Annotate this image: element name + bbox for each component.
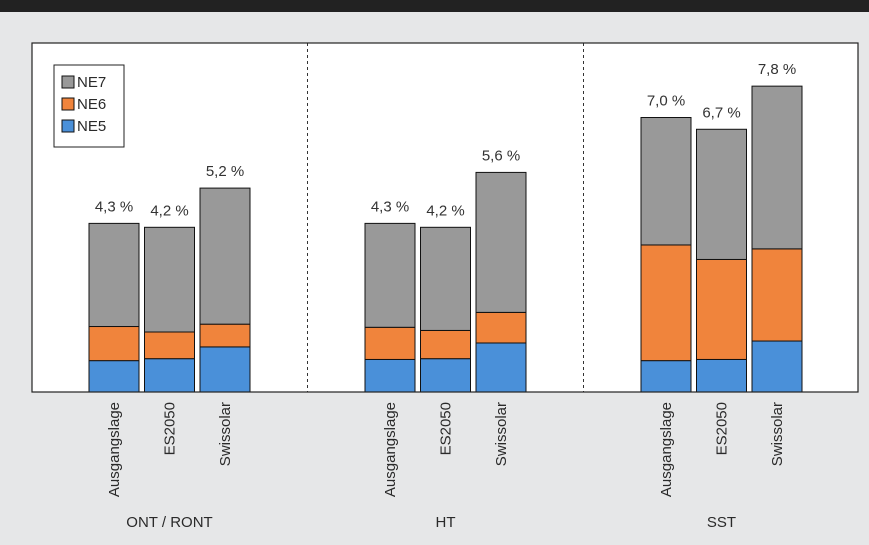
bar-ne5-0-0 [88,360,140,393]
group-label-1: HT [436,514,456,531]
category-label-2-1: ES2050 [714,402,731,455]
bar-ne7-0-0 [88,222,140,328]
legend-label-ne5: NE5 [77,118,106,135]
bar-ne7-2-0 [640,117,692,246]
category-label-0-0: Ausgangslage [106,402,123,497]
bar-ne7-0-2 [199,187,251,325]
bar-ne6-1-1 [420,329,471,360]
bar-ne7-1-1 [420,226,471,331]
total-label-0-2: 5,2 % [206,163,244,180]
total-label-2-2: 7,8 % [758,61,796,78]
bar-ne5-2-0 [640,360,692,393]
bar-ne6-2-0 [640,244,692,362]
top-bar [0,0,869,12]
bar-ne7-2-2 [751,85,803,250]
legend-label-ne7: NE7 [77,74,106,91]
legend-swatch-ne5 [61,119,75,133]
bar-ne5-0-1 [144,358,195,393]
bar-ne6-0-1 [144,331,195,360]
legend-swatch-ne7 [61,75,75,89]
total-label-0-1: 4,2 % [150,202,188,219]
bar-ne6-1-2 [475,311,527,344]
plot-border [31,42,859,393]
category-label-2-2: Swissolar [769,402,786,466]
bar-ne7-1-0 [364,222,416,328]
bar-ne6-2-2 [751,248,803,342]
bar-ne5-1-2 [475,342,527,393]
total-label-0-0: 4,3 % [95,198,133,215]
legend-label-ne6: NE6 [77,96,106,113]
bar-ne5-1-0 [364,358,416,393]
bar-ne5-2-1 [696,358,747,393]
bar-ne6-1-0 [364,326,416,360]
bar-ne6-2-1 [696,258,747,360]
total-label-2-0: 7,0 % [647,93,685,110]
category-label-1-0: Ausgangslage [382,402,399,497]
category-label-1-2: Swissolar [493,402,510,466]
group-label-2: SST [707,514,736,531]
category-label-2-0: Ausgangslage [658,402,675,497]
category-label-1-1: ES2050 [438,402,455,455]
total-label-1-1: 4,2 % [426,202,464,219]
bar-ne6-0-2 [199,323,251,348]
bar-ne7-0-1 [144,226,195,333]
total-label-2-1: 6,7 % [702,104,740,121]
total-label-1-2: 5,6 % [482,147,520,164]
bar-ne5-2-2 [751,340,803,393]
bar-ne5-0-2 [199,346,251,393]
bar-ne6-0-0 [88,326,140,362]
total-label-1-0: 4,3 % [371,198,409,215]
legend-swatch-ne6 [61,97,75,111]
bar-ne5-1-1 [420,358,471,393]
bar-ne7-1-2 [475,171,527,313]
category-label-0-2: Swissolar [217,402,234,466]
category-label-0-1: ES2050 [162,402,179,455]
group-label-0: ONT / RONT [126,514,212,531]
bar-ne7-2-1 [696,128,747,260]
